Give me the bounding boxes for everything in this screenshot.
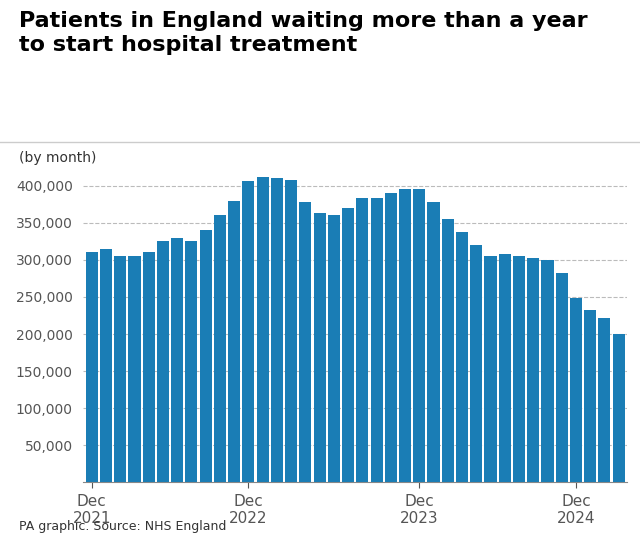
Bar <box>612 334 625 482</box>
Bar <box>385 193 397 482</box>
Bar <box>371 198 383 482</box>
Bar <box>442 219 454 482</box>
Bar <box>271 178 283 482</box>
Text: PA graphic. Source: NHS England: PA graphic. Source: NHS England <box>19 520 227 533</box>
Bar <box>214 215 226 482</box>
Bar <box>243 181 255 482</box>
Bar <box>257 177 269 482</box>
Bar <box>300 202 312 482</box>
Bar <box>171 237 183 482</box>
Bar <box>541 260 554 482</box>
Bar <box>314 213 326 482</box>
Bar <box>328 215 340 482</box>
Bar <box>484 256 497 482</box>
Bar <box>399 189 411 482</box>
Bar <box>356 198 369 482</box>
Bar <box>513 256 525 482</box>
Bar <box>456 232 468 482</box>
Bar <box>228 200 240 482</box>
Bar <box>86 252 98 482</box>
Bar <box>527 258 540 482</box>
Bar <box>129 256 141 482</box>
Bar <box>499 254 511 482</box>
Bar <box>143 252 155 482</box>
Bar <box>556 272 568 482</box>
Bar <box>157 241 169 482</box>
Text: Patients in England waiting more than a year
to start hospital treatment: Patients in England waiting more than a … <box>19 11 588 55</box>
Bar <box>428 202 440 482</box>
Bar <box>200 230 212 482</box>
Bar <box>100 249 112 482</box>
Text: (by month): (by month) <box>19 151 97 165</box>
Bar <box>413 189 426 482</box>
Bar <box>342 208 354 482</box>
Bar <box>570 299 582 482</box>
Bar <box>584 310 596 482</box>
Bar <box>470 245 483 482</box>
Bar <box>285 180 297 482</box>
Bar <box>186 241 198 482</box>
Bar <box>598 318 611 482</box>
Bar <box>114 256 126 482</box>
